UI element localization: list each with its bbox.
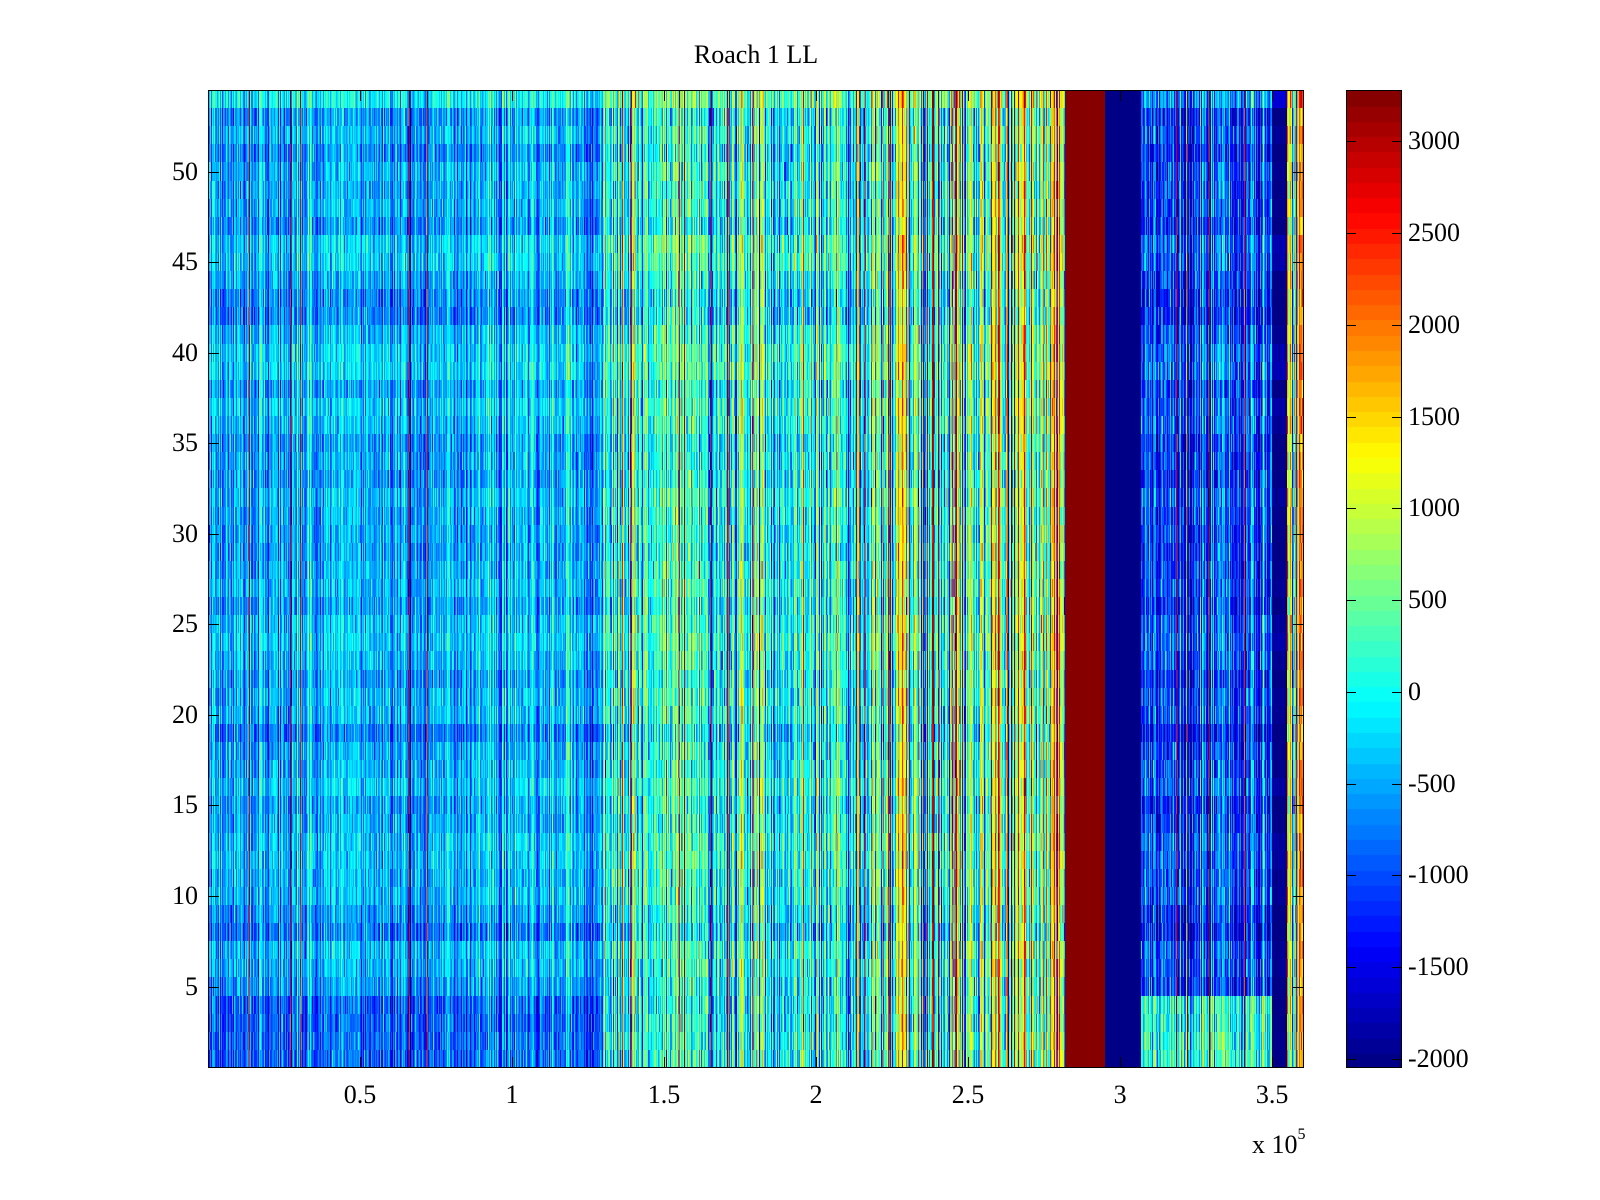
colorbar-tick-mark-right [1392, 600, 1401, 602]
colorbar-tick-mark-right [1392, 233, 1401, 235]
x-tick-mark [360, 1057, 361, 1067]
colorbar [1346, 90, 1402, 1068]
plot-area [208, 90, 1304, 1068]
colorbar-tick-mark-right [1392, 691, 1401, 693]
colorbar-tick-mark-right [1392, 1058, 1401, 1060]
y-tick-mark [209, 533, 219, 535]
colorbar-tick-label: 500 [1408, 585, 1447, 615]
y-tick-label: 35 [172, 428, 198, 458]
y-tick-mark-right [1293, 624, 1303, 626]
y-tick-mark-right [1293, 805, 1303, 807]
x-tick-mark [1272, 1057, 1274, 1067]
x-tick-label: 1 [505, 1080, 519, 1109]
colorbar-tick-mark [1347, 233, 1356, 235]
x-tick-label: 2.5 [951, 1080, 985, 1109]
colorbar-tick-mark-right [1392, 324, 1401, 326]
x-tick-mark [1120, 1057, 1122, 1067]
y-tick-mark [209, 352, 219, 354]
x-tick-mark-top [816, 91, 818, 101]
colorbar-tick-mark [1347, 691, 1356, 693]
x-multiplier-base: x 10 [1252, 1130, 1298, 1159]
x-tick-label: 3 [1113, 1080, 1127, 1109]
colorbar-tick-label: 1500 [1408, 401, 1460, 431]
colorbar-tick-label: -1000 [1408, 860, 1469, 890]
colorbar-tick-mark [1347, 783, 1356, 785]
y-tick-mark [209, 262, 219, 264]
y-tick-mark-right [1293, 171, 1303, 173]
x-tick-mark-top [1272, 91, 1274, 101]
colorbar-tick-mark [1347, 600, 1356, 602]
y-tick-mark [209, 443, 219, 445]
x-multiplier-label: x 105 [1252, 1126, 1306, 1160]
colorbar-tick-label: 0 [1408, 676, 1421, 706]
colorbar-tick-mark [1347, 508, 1356, 510]
x-tick-mark [816, 1057, 818, 1067]
y-tick-mark-right [1293, 352, 1303, 354]
y-tick-label: 40 [172, 337, 198, 367]
y-tick-label: 15 [172, 790, 198, 820]
colorbar-tick-label: -2000 [1408, 1043, 1469, 1073]
colorbar-gradient [1346, 90, 1402, 1068]
y-tick-mark-right [1293, 895, 1303, 897]
y-tick-mark-right [1293, 262, 1303, 264]
colorbar-tick-mark [1347, 416, 1356, 418]
x-tick-mark-top [1120, 91, 1122, 101]
colorbar-tick-mark [1347, 324, 1356, 326]
colorbar-tick-mark-right [1392, 875, 1401, 877]
x-tick-label: 1.5 [647, 1080, 681, 1109]
x-tick-mark-top [360, 91, 361, 101]
y-tick-mark-right [1293, 533, 1303, 535]
colorbar-tick-mark [1347, 141, 1356, 143]
colorbar-frame [1346, 90, 1402, 1068]
y-tick-label: 25 [172, 609, 198, 639]
x-tick-mark-top [968, 91, 970, 101]
colorbar-tick-label: 2000 [1408, 309, 1460, 339]
colorbar-tick-mark-right [1392, 141, 1401, 143]
colorbar-tick-mark-right [1392, 783, 1401, 785]
heatmap-image [208, 90, 1304, 1068]
x-tick-mark-top [512, 91, 514, 101]
x-tick-label: 0.5 [343, 1080, 377, 1109]
colorbar-tick-mark-right [1392, 508, 1401, 510]
y-tick-mark-right [1293, 443, 1303, 445]
y-tick-label: 20 [172, 699, 198, 729]
colorbar-tick-label: 3000 [1408, 126, 1460, 156]
y-tick-label: 10 [172, 880, 198, 910]
y-tick-mark [209, 986, 219, 988]
x-multiplier-exponent: 5 [1297, 1126, 1306, 1144]
colorbar-tick-mark [1347, 967, 1356, 969]
y-tick-label: 45 [172, 247, 198, 277]
x-tick-mark [512, 1057, 514, 1067]
x-tick-mark [664, 1057, 666, 1067]
chart-title: Roach 1 LL [693, 40, 819, 69]
x-tick-label: 2 [809, 1080, 823, 1109]
y-tick-mark [209, 171, 219, 173]
colorbar-tick-label: 1000 [1408, 493, 1460, 523]
x-tick-mark-top [664, 91, 666, 101]
y-tick-mark [209, 895, 219, 897]
colorbar-tick-label: -500 [1408, 768, 1456, 798]
colorbar-tick-mark [1347, 1058, 1356, 1060]
y-tick-mark-right [1293, 714, 1303, 716]
colorbar-tick-mark-right [1392, 416, 1401, 418]
y-tick-mark-right [1293, 986, 1303, 988]
colorbar-tick-label: 2500 [1408, 218, 1460, 248]
y-tick-mark [209, 805, 219, 807]
y-tick-label: 50 [172, 156, 198, 186]
y-tick-mark [209, 714, 219, 716]
y-tick-mark [209, 624, 219, 626]
x-tick-label: 3.5 [1255, 1080, 1289, 1109]
colorbar-tick-label: -1500 [1408, 952, 1469, 982]
colorbar-tick-mark-right [1392, 967, 1401, 969]
y-tick-label: 30 [172, 518, 198, 548]
y-tick-label: 5 [185, 971, 198, 1001]
colorbar-tick-mark [1347, 875, 1356, 877]
x-tick-mark [968, 1057, 970, 1067]
